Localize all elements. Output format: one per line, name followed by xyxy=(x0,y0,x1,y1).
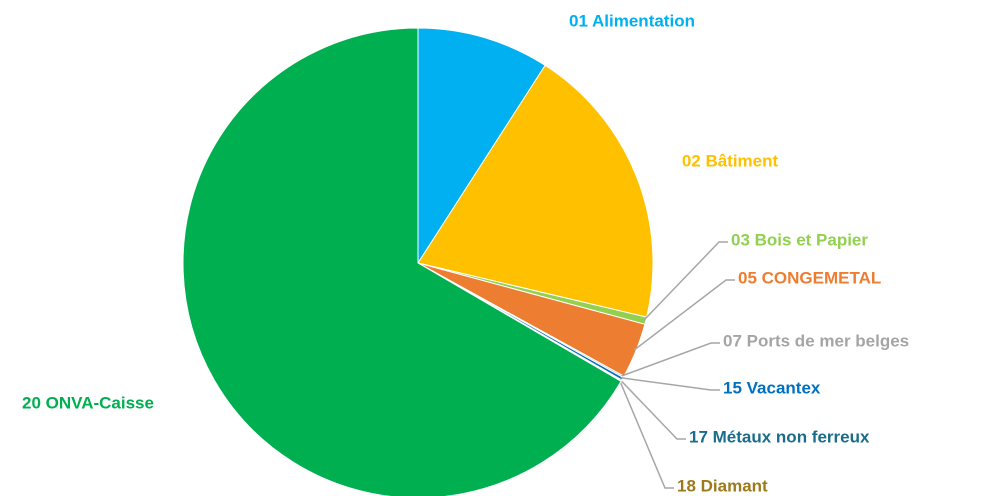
leader-line xyxy=(618,379,674,489)
leader-line xyxy=(633,279,735,351)
pie-slice xyxy=(417,64,654,318)
slice-label: 17 Métaux non ferreux xyxy=(689,427,870,446)
leader-line xyxy=(643,241,728,321)
pie-slice xyxy=(417,27,546,265)
slice-label: 01 Alimentation xyxy=(569,11,695,30)
leader-line xyxy=(620,377,720,391)
slice-label: 07 Ports de mer belges xyxy=(723,331,909,350)
pie-slice xyxy=(182,27,622,496)
slice-label: 02 Bâtiment xyxy=(682,151,779,170)
leader-line xyxy=(619,378,686,440)
slice-label: 15 Vacantex xyxy=(723,378,821,397)
slice-label: 20 ONVA-Caisse xyxy=(22,393,154,412)
leader-line xyxy=(621,342,720,377)
slice-label: 18 Diamant xyxy=(677,476,768,495)
slice-label: 05 CONGEMETAL xyxy=(738,268,881,287)
slice-label: 03 Bois et Papier xyxy=(731,230,868,249)
